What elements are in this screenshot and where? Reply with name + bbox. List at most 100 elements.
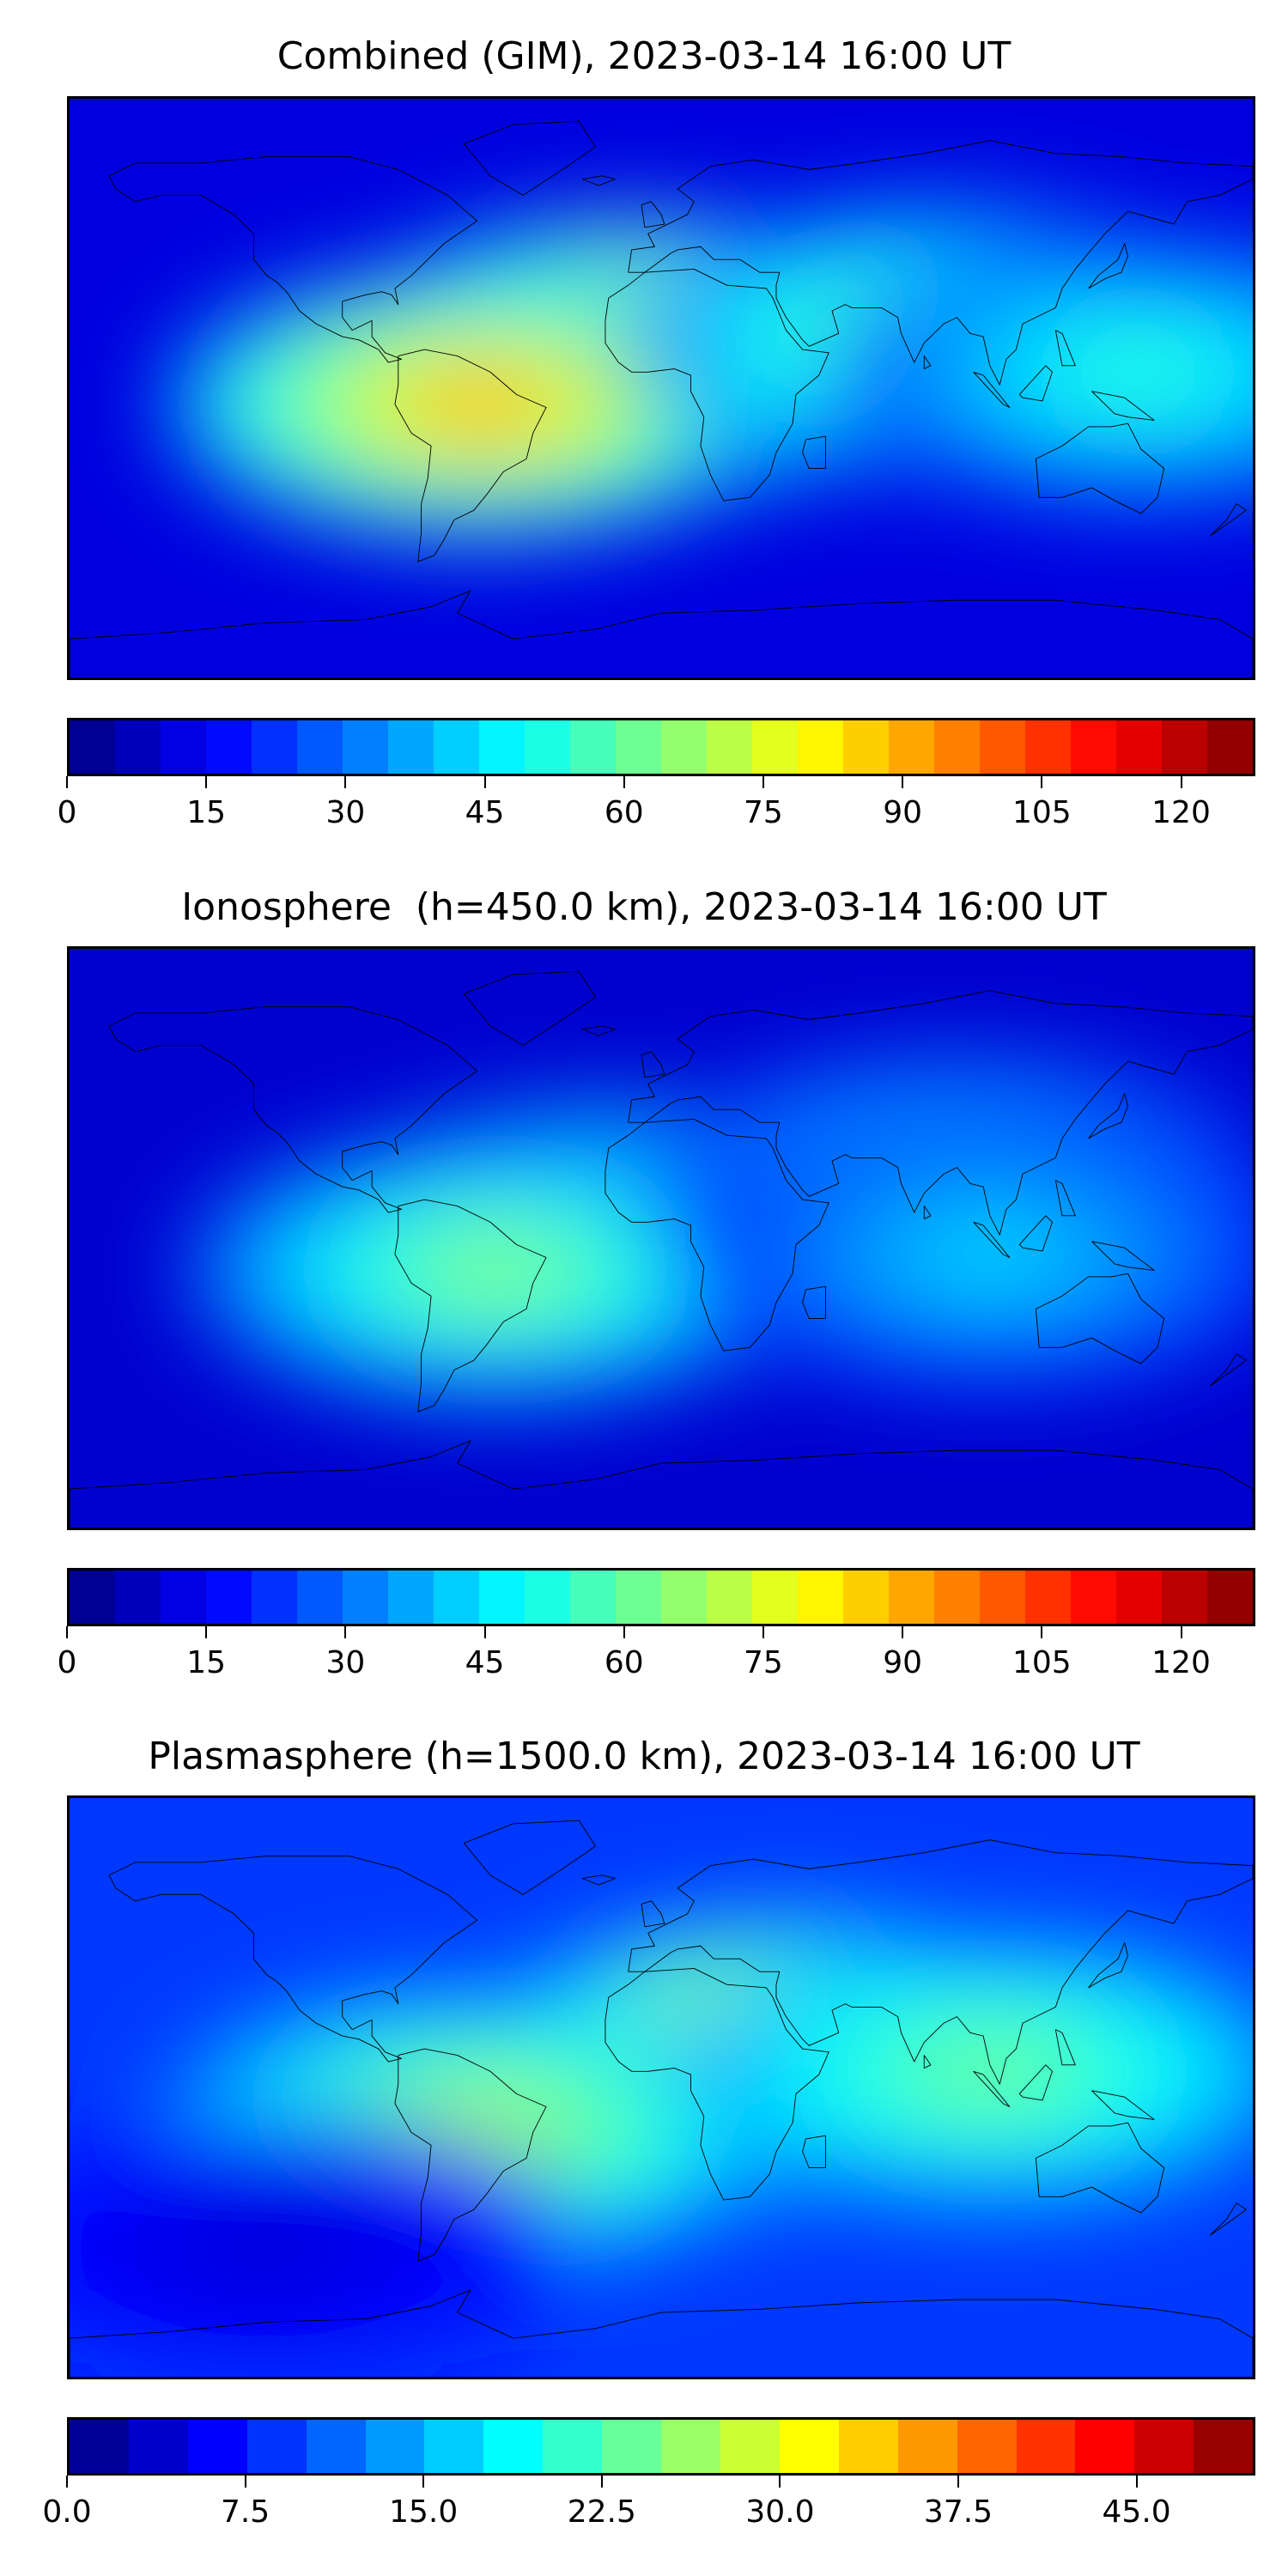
- coastline-british-isles: [641, 1052, 665, 1078]
- coastline-eurasia: [629, 141, 1253, 386]
- coastline-eurasia: [629, 1840, 1253, 2085]
- south-american-crest-contour: [433, 2105, 528, 2147]
- tick-mark: [762, 776, 764, 788]
- colorbar-segment: [1016, 2420, 1076, 2473]
- colorbar-segment: [707, 1571, 752, 1624]
- tick-mark: [344, 776, 347, 788]
- colorbar-segment: [388, 720, 434, 774]
- tick-label: 45: [465, 1645, 505, 1680]
- tick-label: 120: [1151, 1645, 1211, 1680]
- colorbar-segment: [1025, 1571, 1071, 1624]
- coastline-philippines: [1055, 331, 1075, 366]
- coastline-sri-lanka: [924, 2056, 931, 2069]
- asian-band-contour: [943, 2050, 1037, 2092]
- colorbar-segment: [957, 2420, 1017, 2473]
- colorbar-segment: [1116, 720, 1162, 774]
- colorbar-segment: [752, 1571, 798, 1624]
- tick-label: 15.0: [389, 2494, 459, 2530]
- colorbar-segment: [661, 1571, 707, 1624]
- colorbar-segment: [306, 2420, 366, 2473]
- heatmap-field: [70, 1920, 1253, 2377]
- tick-mark: [1180, 1626, 1182, 1638]
- coastline-british-isles: [641, 202, 665, 228]
- colorbar-segment: [297, 720, 343, 774]
- colorbar-segment: [1162, 720, 1207, 774]
- colorbar-segment: [897, 2420, 957, 2473]
- coastlines: [70, 121, 1253, 677]
- tick-label: 0: [57, 1645, 77, 1680]
- colorbar-plasmasphere: [67, 2417, 1255, 2476]
- coastline-greenland: [464, 121, 595, 195]
- heatmap-ionosphere: [70, 949, 1253, 1528]
- colorbar-segment: [661, 720, 707, 774]
- colorbar-segment: [889, 1571, 934, 1624]
- map-plasmasphere: [67, 1795, 1255, 2379]
- colorbar-segment: [434, 1571, 479, 1624]
- colorbar-segment: [843, 720, 889, 774]
- colorbar-segment: [838, 2420, 898, 2473]
- tick-mark: [1041, 776, 1043, 788]
- tick-mark: [66, 776, 68, 788]
- colorbar-segment: [297, 1571, 343, 1624]
- colorbar-segment: [70, 1571, 115, 1624]
- coastline-borneo: [1019, 2065, 1052, 2100]
- colorbar-segment: [752, 720, 798, 774]
- colorbar-segment: [161, 720, 206, 774]
- colorbar-segment: [1075, 2420, 1135, 2473]
- coastline-australia: [1036, 423, 1163, 513]
- coastline-south-america: [395, 2049, 546, 2261]
- coastline-antarctica: [70, 2290, 1253, 2377]
- colorbar-segment: [707, 720, 752, 774]
- tick-label: 90: [883, 795, 923, 830]
- colorbar-segment: [934, 720, 980, 774]
- tick-label: 15: [186, 795, 227, 830]
- coastline-new-guinea: [1091, 392, 1154, 421]
- coastline-antarctica: [70, 1441, 1253, 1528]
- coastline-new-guinea: [1091, 1242, 1154, 1271]
- coastline-new-guinea: [1091, 2091, 1154, 2120]
- tick-mark: [623, 1626, 625, 1638]
- coastline-philippines: [1055, 1181, 1075, 1216]
- tick-label: 60: [604, 795, 644, 830]
- coastline-iceland: [582, 1026, 615, 1036]
- colorbar-segment: [1071, 1571, 1116, 1624]
- colorbar-segment: [1207, 720, 1253, 774]
- heatmap-field: [184, 1054, 1253, 1406]
- coastline-australia: [1036, 1273, 1163, 1364]
- tick-label: 45: [465, 795, 505, 830]
- pacific-band-contour: [1091, 351, 1185, 392]
- tick-mark: [483, 776, 486, 788]
- tick-label: 37.5: [923, 2494, 993, 2530]
- colorbar-segment: [187, 2420, 247, 2473]
- colorbar-segment: [479, 720, 525, 774]
- colorbar-ticks-combined: 0 15 30 45 60 75 90 105 120: [58, 776, 1255, 830]
- colorbar-segment: [1162, 1571, 1207, 1624]
- colorbar-segment: [388, 1571, 434, 1624]
- tick-mark: [66, 2476, 68, 2488]
- colorbar-segment: [1207, 1571, 1253, 1624]
- colorbar-segment: [889, 720, 934, 774]
- coastline-sri-lanka: [924, 1206, 931, 1219]
- colorbar-segment: [720, 2420, 780, 2473]
- coastline-antarctica: [70, 591, 1253, 677]
- panel-title-ionosphere: Ionosphere (h=450.0 km), 2023-03-14 16:0…: [181, 885, 1107, 929]
- colorbar-combined: [67, 718, 1255, 776]
- tick-mark: [205, 776, 208, 788]
- colorbar-segment: [1071, 720, 1116, 774]
- coastline-japan: [1089, 1094, 1128, 1139]
- tick-mark: [344, 1626, 347, 1638]
- colorbar-segment: [343, 720, 388, 774]
- coastline-africa: [605, 1119, 829, 1351]
- colorbar-ticks-ionosphere: 0 15 30 45 60 75 90 105 120: [58, 1626, 1255, 1680]
- colorbar-segment: [206, 720, 252, 774]
- indian-ocean-band-contour: [943, 1234, 1037, 1275]
- tick-mark: [902, 1626, 904, 1638]
- colorbar-segment: [343, 1571, 388, 1624]
- coastline-new-zealand: [1210, 2203, 1246, 2235]
- tick-label: 90: [883, 1645, 923, 1680]
- tick-label: 60: [604, 1645, 644, 1680]
- tick-label: 0: [57, 795, 77, 830]
- heatmap-plasmasphere: [70, 1798, 1253, 2377]
- coastline-australia: [1036, 2123, 1163, 2213]
- colorbar-segment: [980, 1571, 1025, 1624]
